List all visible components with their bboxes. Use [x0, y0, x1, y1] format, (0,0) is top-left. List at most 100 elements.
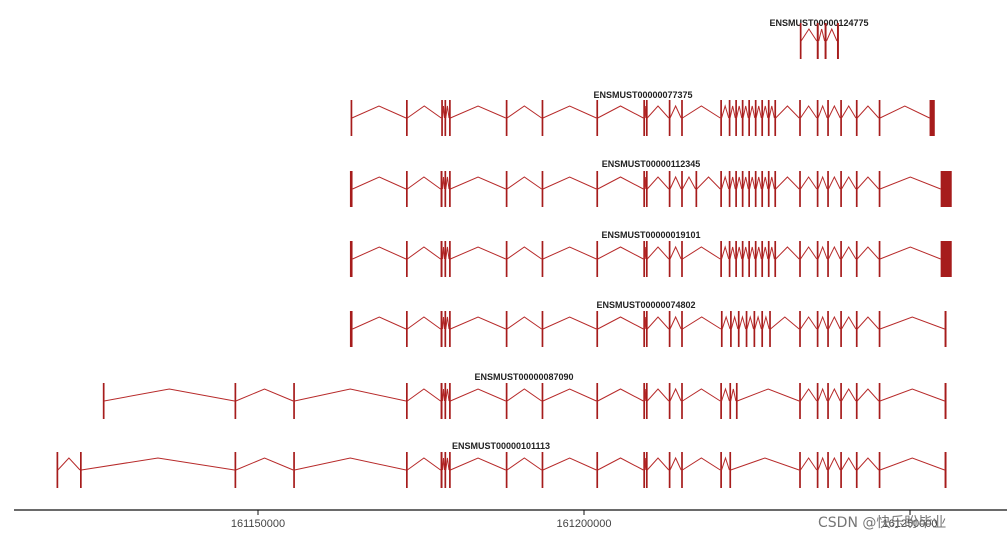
exon-block: [741, 241, 744, 277]
intron-link: [856, 457, 880, 471]
intron-link: [506, 316, 542, 330]
exon-block: [695, 171, 698, 207]
exon-block: [827, 383, 829, 419]
exon-block: [681, 383, 683, 419]
intron-link: [738, 315, 747, 330]
exon-block: [878, 171, 881, 207]
intron-link: [669, 315, 682, 330]
exon-block: [741, 100, 744, 136]
intron-link: [841, 105, 857, 119]
intron-link: [682, 246, 721, 260]
exon-block: [681, 452, 683, 488]
exon-block: [855, 241, 858, 277]
intron-link: [442, 457, 445, 471]
exon-block: [406, 100, 408, 136]
exon-block: [816, 311, 819, 347]
intron-link: [856, 176, 880, 190]
exon-block: [449, 241, 451, 277]
exon-block: [855, 100, 858, 136]
transcript-row: ENSMUST00000101113: [56, 441, 947, 488]
exon-block: [720, 383, 722, 419]
exon-block: [735, 100, 737, 136]
intron-link: [721, 456, 730, 471]
exon-block: [596, 452, 599, 488]
exon-block: [761, 171, 764, 207]
intron-link: [644, 176, 647, 190]
exon-block: [816, 171, 819, 207]
exon-block: [668, 452, 671, 488]
intron-link: [742, 105, 749, 119]
exon-block: [541, 171, 544, 207]
intron-link: [721, 175, 730, 190]
exon-block: [767, 100, 770, 136]
exon-block: [761, 311, 764, 347]
intron-link: [817, 456, 828, 471]
intron-link: [682, 105, 721, 119]
exon-block: [80, 452, 82, 488]
exon-block: [729, 383, 732, 419]
intron-link: [442, 388, 445, 402]
transcript-label: ENSMUST00000124775: [769, 18, 868, 28]
exon-block: [645, 100, 648, 136]
intron-link: [644, 105, 647, 119]
exon-block: [668, 311, 671, 347]
transcript-label: ENSMUST00000101113: [452, 441, 550, 451]
intron-link: [817, 387, 828, 402]
exon-block: [349, 311, 353, 347]
exon-block: [444, 311, 447, 347]
exon-block: [827, 311, 829, 347]
intron-link: [768, 246, 775, 260]
intron-link: [762, 105, 769, 119]
exon-block: [102, 383, 105, 419]
intron-link: [506, 246, 542, 260]
exon-block: [441, 100, 443, 136]
exon-block: [444, 452, 447, 488]
exon-block: [449, 452, 451, 488]
intron-link: [542, 246, 597, 260]
intron-link: [542, 176, 597, 190]
exon-block: [878, 100, 881, 136]
intron-link: [828, 456, 841, 471]
exon-block: [748, 100, 751, 136]
exon-block: [596, 241, 599, 277]
exon-block: [855, 452, 858, 488]
intron-link: [644, 246, 647, 260]
exon-block: [827, 452, 829, 488]
exon-block: [449, 100, 451, 136]
exon-block: [541, 311, 544, 347]
intron-link: [762, 246, 769, 260]
intron-link: [817, 104, 828, 119]
intron-link: [879, 316, 945, 330]
intron-link: [352, 246, 407, 260]
intron-link: [352, 316, 407, 330]
intron-link: [450, 246, 506, 260]
exon-block: [774, 241, 777, 277]
intron-link: [879, 246, 941, 260]
exon-block: [840, 452, 842, 488]
intron-link: [736, 105, 743, 119]
exon-block: [293, 452, 295, 488]
intron-link: [755, 176, 762, 190]
exon-block: [799, 383, 801, 419]
intron-link: [841, 246, 857, 260]
intron-link: [542, 457, 597, 471]
intron-link: [856, 388, 880, 402]
exon-block: [350, 100, 353, 136]
exon-block: [668, 100, 671, 136]
exon-block: [645, 311, 648, 347]
transcript-label: ENSMUST00000112345: [602, 159, 701, 169]
intron-link: [729, 176, 736, 190]
intron-link: [721, 245, 730, 260]
exon-block: [720, 100, 722, 136]
exon-block: [406, 171, 408, 207]
exon-block: [449, 171, 451, 207]
exon-block: [824, 23, 827, 59]
exon-block: [878, 452, 881, 488]
intron-link: [646, 176, 670, 190]
exon-block: [753, 311, 756, 347]
exon-block: [720, 171, 722, 207]
exon-block: [440, 452, 443, 488]
exon-block: [735, 383, 738, 419]
transcript-row: ENSMUST00000112345: [349, 159, 952, 207]
transcript-row: ENSMUST00000077375: [350, 90, 935, 136]
